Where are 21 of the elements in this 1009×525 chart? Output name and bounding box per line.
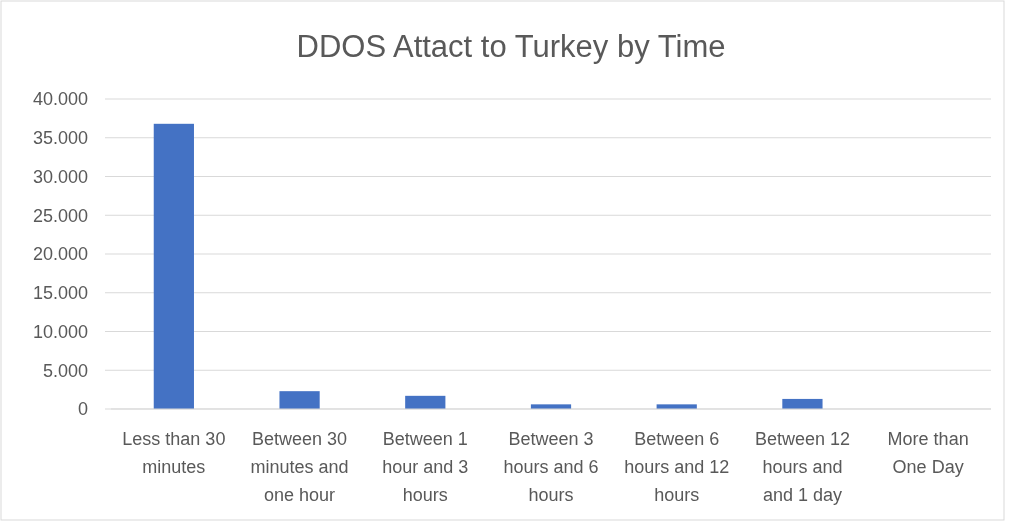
- bar: [279, 391, 320, 409]
- y-tick-label: 35.000: [32, 128, 88, 149]
- y-tick-label: 25.000: [32, 205, 88, 226]
- chart-title: DDOS Attact to Turkey by Time: [296, 29, 726, 64]
- y-tick-label: 15.000: [32, 283, 88, 304]
- y-tick-label: 10.000: [32, 321, 88, 342]
- y-tick-label: 5.000: [42, 360, 88, 381]
- x-tick-label: More than One Day: [887, 429, 969, 477]
- x-tick-label: Between 6 hours and 12 hours: [624, 429, 730, 505]
- x-tick-label: Between 12 hours and and 1 day: [754, 429, 850, 505]
- x-tick-label: Between 3 hours and 6 hours: [503, 429, 599, 505]
- y-tick-label: 40.000: [32, 89, 88, 110]
- y-tick-label: 20.000: [32, 244, 88, 265]
- x-tick-label: Between 1 hour and 3 hours: [382, 429, 469, 505]
- x-tick-label: Between 30 minutes and one hour: [250, 429, 349, 505]
- bar: [782, 398, 823, 409]
- bar: [153, 123, 194, 409]
- bar: [405, 395, 446, 409]
- x-tick-label: Less than 30 minutes: [122, 429, 226, 477]
- y-tick-label: 0: [77, 399, 88, 420]
- y-tick-label: 30.000: [32, 166, 88, 187]
